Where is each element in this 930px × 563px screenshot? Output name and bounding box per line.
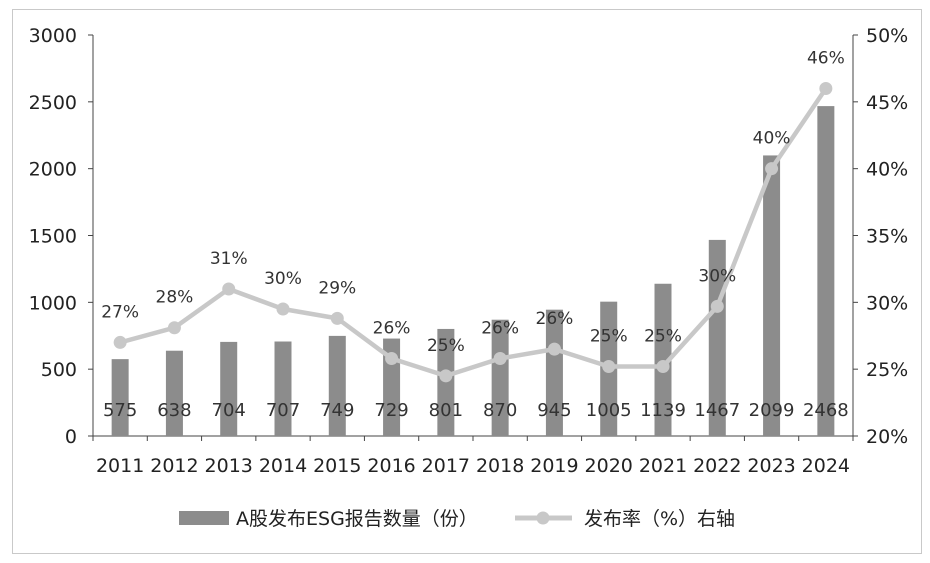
line-value-label: 25% — [644, 326, 682, 346]
left-tick-label: 0 — [65, 426, 77, 448]
bar-value-label: 749 — [320, 400, 354, 421]
line-point — [602, 359, 616, 373]
bar-value-label: 801 — [429, 400, 463, 421]
bar — [437, 328, 455, 436]
left-axis-ticks: 0 500 1000 1500 2000 2500 3000 — [29, 25, 77, 448]
x-tick-label: 2019 — [530, 455, 578, 477]
line-point — [222, 282, 236, 296]
bar-value-label: 704 — [212, 400, 246, 421]
bar-value-label: 2099 — [749, 400, 795, 421]
line-value-label: 40% — [753, 129, 791, 149]
bar-value-label: 2468 — [803, 400, 849, 421]
bar — [708, 239, 726, 436]
line-value-label: 30% — [264, 269, 302, 289]
line-point — [113, 335, 127, 349]
bar — [111, 359, 129, 436]
line-series — [113, 81, 833, 383]
x-tick-label: 2012 — [150, 455, 198, 477]
bar — [220, 341, 238, 436]
line-value-labels: 27% 28% 31% 30% 29% 26% 25% 26% 26% 25% 25% 30% 40% 4… — [101, 48, 845, 355]
bar-value-label: 1139 — [640, 400, 686, 421]
bar-value-label: 870 — [483, 400, 517, 421]
x-tick-label: 2017 — [422, 455, 470, 477]
left-tick-label: 1000 — [29, 292, 77, 314]
right-axis-ticks: 20% 25% 30% 35% 40% 45% 50% — [866, 25, 908, 448]
x-tick-label: 2011 — [96, 455, 144, 477]
bar-series — [111, 106, 835, 437]
x-tick-label: 2018 — [476, 455, 524, 477]
bar-value-label: 729 — [374, 400, 408, 421]
line-value-label: 46% — [807, 48, 845, 68]
line-value-label: 30% — [698, 266, 736, 286]
line-point — [765, 162, 779, 176]
line-point — [656, 359, 670, 373]
x-tick-label: 2016 — [367, 455, 415, 477]
line-value-label: 31% — [210, 249, 248, 269]
line-value-label: 26% — [373, 318, 411, 338]
bar-value-label: 1467 — [694, 400, 740, 421]
legend-line-marker — [536, 511, 550, 525]
legend-line-label: 发布率（%）右轴 — [584, 508, 735, 530]
right-tick-label: 30% — [866, 292, 908, 314]
line-value-label: 25% — [590, 326, 628, 346]
x-tick-label: 2014 — [259, 455, 307, 477]
bar — [274, 341, 292, 436]
line-path — [119, 87, 828, 379]
right-tick-label: 40% — [866, 159, 908, 181]
bar-value-label: 638 — [157, 400, 191, 421]
x-tick-label: 2021 — [639, 455, 687, 477]
line-value-label: 29% — [318, 278, 356, 298]
line-value-label: 26% — [481, 318, 519, 338]
bar — [817, 106, 835, 437]
bar-value-labels: 575 638 704 707 749 729 801 870 945 1005 1139 1467 2… — [103, 400, 849, 421]
bar — [763, 155, 781, 437]
line-point — [710, 299, 724, 313]
legend-bar-label: A股发布ESG报告数量（份） — [236, 508, 478, 530]
axes — [88, 34, 858, 441]
right-tick-label: 25% — [866, 359, 908, 381]
legend: A股发布ESG报告数量（份） 发布率（%）右轴 — [179, 508, 735, 530]
bar — [165, 350, 183, 436]
line-point — [276, 302, 290, 316]
x-tick-label: 2015 — [313, 455, 361, 477]
bar-value-label: 575 — [103, 400, 137, 421]
bar-value-label: 707 — [266, 400, 300, 421]
line-point — [385, 351, 399, 365]
bar — [545, 309, 563, 436]
bar — [328, 335, 346, 436]
x-axis-ticks: 2011 2012 2013 2014 2015 2016 2017 2018 2019 2020… — [96, 455, 850, 477]
x-tick-label: 2022 — [693, 455, 741, 477]
line-value-label: 25% — [427, 336, 465, 356]
right-tick-label: 45% — [866, 92, 908, 114]
line-point — [439, 369, 453, 383]
x-tick-label: 2023 — [747, 455, 795, 477]
left-tick-label: 2500 — [29, 92, 77, 114]
line-point — [819, 81, 833, 95]
bar-value-label: 1005 — [586, 400, 632, 421]
left-tick-label: 2000 — [29, 159, 77, 181]
x-tick-label: 2024 — [802, 455, 850, 477]
line-point — [493, 351, 507, 365]
left-tick-label: 1500 — [29, 226, 77, 248]
bar — [654, 283, 672, 436]
line-point — [547, 342, 561, 356]
left-tick-label: 3000 — [29, 25, 77, 47]
left-tick-label: 500 — [41, 359, 77, 381]
line-value-label: 26% — [536, 309, 574, 329]
x-tick-label: 2020 — [585, 455, 633, 477]
right-tick-label: 20% — [866, 426, 908, 448]
line-point — [330, 311, 344, 325]
x-tick-label: 2013 — [205, 455, 253, 477]
bar-value-label: 945 — [537, 400, 571, 421]
line-value-label: 27% — [101, 302, 139, 322]
bar — [491, 319, 509, 436]
right-tick-label: 50% — [866, 25, 908, 47]
line-point — [167, 321, 181, 335]
legend-bar-swatch — [179, 511, 229, 525]
right-tick-label: 35% — [866, 226, 908, 248]
line-value-label: 28% — [156, 288, 194, 308]
